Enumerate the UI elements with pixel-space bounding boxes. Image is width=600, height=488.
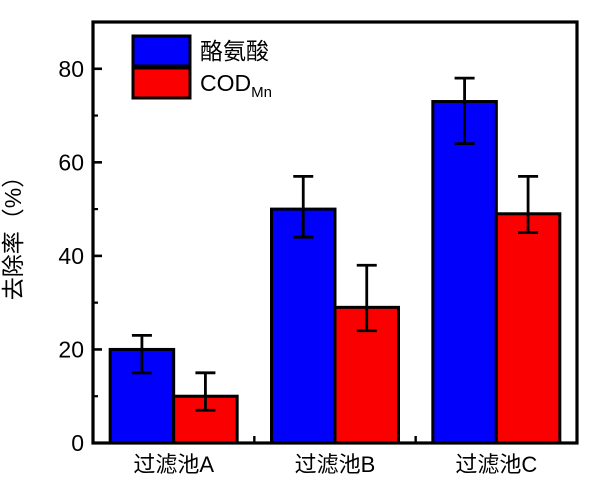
bar-series1	[431, 100, 498, 445]
bar-series2	[494, 212, 562, 445]
y-axis-tick-label: 60	[58, 149, 84, 175]
plot-frame	[91, 20, 579, 445]
y-axis-title: 去除率（%）	[0, 165, 26, 300]
legend-label: CODMn	[200, 70, 272, 101]
legend-swatch	[131, 34, 192, 68]
legend-swatch	[131, 66, 192, 100]
y-axis-tick-label: 0	[71, 430, 84, 456]
legend-label: 酪氨酸	[200, 38, 269, 64]
y-axis-tick-label: 20	[58, 336, 84, 362]
y-axis-tick-label: 80	[58, 56, 84, 82]
bar-series1	[270, 207, 337, 445]
y-axis-tick-label: 40	[58, 243, 84, 269]
x-axis-category-label: 过滤池B	[295, 452, 376, 477]
x-axis-category-label: 过滤池A	[133, 452, 214, 477]
x-axis-category-label: 过滤池C	[455, 452, 537, 477]
